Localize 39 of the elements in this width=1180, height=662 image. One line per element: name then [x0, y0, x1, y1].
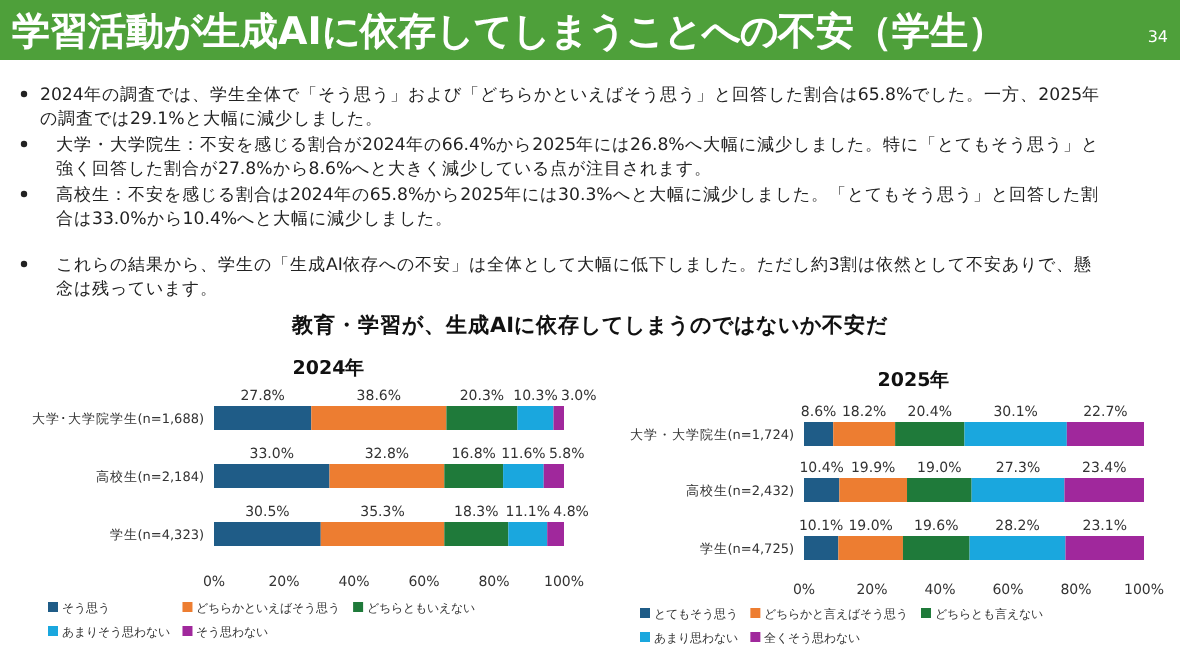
bar — [547, 522, 564, 546]
bar — [503, 464, 544, 488]
bar — [804, 536, 839, 560]
bar — [902, 536, 970, 560]
bar — [969, 536, 1066, 560]
bar — [446, 406, 518, 430]
bar — [214, 406, 312, 430]
text: 大学・大学院生：不安を感じる割合が2024年の66.4%から2025年には26.8%へ大幅に減少しました。特に「とてもそう思う」と強く回答した割合が27.8%から8.6%へと大きく減少している点が注目されます。 — [56, 134, 1099, 180]
bar — [964, 422, 1067, 446]
bar — [543, 464, 564, 488]
bar — [553, 406, 564, 430]
bar — [1064, 478, 1144, 502]
bar — [839, 478, 908, 502]
bar — [517, 406, 554, 430]
bar — [1066, 422, 1144, 446]
bar — [895, 422, 965, 446]
bar — [804, 422, 834, 446]
chart-title: 2025年 — [877, 368, 951, 392]
bar — [804, 478, 840, 502]
bar — [833, 422, 896, 446]
bar — [907, 478, 972, 502]
bar — [971, 478, 1065, 502]
bar — [329, 464, 445, 488]
bar — [508, 522, 548, 546]
bar — [311, 406, 447, 430]
text: 教育・学習が、生成AIに依存してしまうのではないか不安だ — [289, 312, 891, 338]
bar — [444, 464, 504, 488]
text: 学習活動が生成AIに依存してしまうことへの不安（学生） — [12, 10, 1006, 54]
chart-title: 2024年 — [292, 356, 366, 380]
bar — [1065, 536, 1144, 560]
text: 高校生：不安を感じる割合は2024年の65.8%から2025年には30.3%へと大幅に減少しました。「とてもそう思う」と回答した割合は33.0%から10.4%へと大幅に減少しました。 — [56, 184, 1099, 230]
text: これらの結果から、学生の「生成AI依存への不安」は全体として大幅に低下しました。ただし約3割は依然として不安ありで、懸念は残っています。 — [56, 254, 1092, 300]
bar — [214, 464, 330, 488]
text: 2024年の調査では、学生全体で「そう思う」および「どちらかといえばそう思う」と回答した割合は65.8%でした。一方、2025年の調査では29.1%と大幅に減少しました。 — [40, 84, 1101, 130]
text: 34 — [1147, 28, 1168, 46]
bar — [320, 522, 445, 546]
bar — [838, 536, 903, 560]
bar — [444, 522, 509, 546]
bar — [214, 522, 321, 546]
